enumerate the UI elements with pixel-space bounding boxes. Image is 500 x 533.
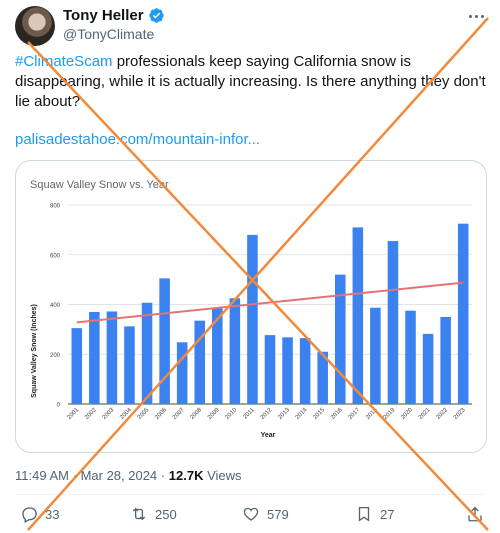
bar-2002 bbox=[89, 311, 100, 404]
bar-2009 bbox=[212, 308, 223, 404]
x-tick-label: 2003 bbox=[102, 407, 116, 421]
share-button[interactable] bbox=[466, 505, 484, 523]
tweet-meta: 11:49 AM · Mar 28, 2024 · 12.7K Views bbox=[15, 468, 242, 483]
repost-button[interactable]: 250 bbox=[130, 505, 177, 523]
repost-count: 250 bbox=[155, 506, 177, 522]
avatar[interactable] bbox=[15, 6, 55, 46]
x-axis-label: Year bbox=[261, 432, 276, 439]
bar-2012 bbox=[264, 335, 276, 404]
x-tick-label: 2020 bbox=[400, 407, 414, 421]
tweet-time[interactable]: 11:49 AM bbox=[15, 468, 69, 483]
y-tick-label: 800 bbox=[50, 204, 61, 210]
reply-count: 33 bbox=[45, 506, 60, 522]
x-tick-label: 2001 bbox=[67, 407, 81, 421]
x-tick-label: 2011 bbox=[242, 407, 256, 421]
name-row: Tony Heller bbox=[63, 7, 165, 24]
media-image[interactable]: Squaw Valley Snow vs. Year 0 200 400 600 800… bbox=[15, 160, 487, 453]
x-tick-label: 2014 bbox=[295, 407, 309, 421]
heart-icon bbox=[243, 507, 259, 521]
divider bbox=[15, 494, 485, 495]
x-tick-label: 2010 bbox=[225, 407, 239, 421]
hashtag-link[interactable]: #ClimateScam bbox=[15, 53, 113, 70]
like-count: 579 bbox=[267, 506, 289, 522]
more-options-icon[interactable] bbox=[466, 8, 486, 24]
meta-separator-2: · bbox=[160, 468, 166, 483]
views-label: Views bbox=[207, 468, 242, 483]
repost-icon bbox=[132, 507, 146, 521]
bar-2011 bbox=[247, 234, 258, 404]
verified-badge-icon bbox=[148, 8, 164, 23]
x-tick-label: 2017 bbox=[348, 407, 362, 421]
x-tick-label: 2009 bbox=[207, 407, 221, 421]
y-tick-label: 400 bbox=[50, 303, 61, 309]
x-tick-label: 2022 bbox=[435, 407, 449, 421]
reply-icon bbox=[22, 507, 37, 523]
y-tick-label: 600 bbox=[50, 253, 61, 259]
bar-chart: Squaw Valley Snow vs. Year 0 200 400 600 800… bbox=[30, 179, 472, 439]
reply-button[interactable]: 33 bbox=[20, 505, 59, 523]
tweet-text: #ClimateScam professionals keep saying C… bbox=[15, 52, 487, 112]
y-tick-label: 200 bbox=[50, 353, 61, 359]
bar-2014 bbox=[299, 338, 311, 404]
bar-2007 bbox=[176, 342, 188, 404]
bar-2022 bbox=[440, 316, 451, 404]
bar-2004 bbox=[124, 326, 135, 404]
x-tick-label: 2018 bbox=[365, 407, 379, 421]
bar-2015 bbox=[317, 351, 328, 404]
bar-2008 bbox=[194, 320, 206, 404]
x-tick-label: 2007 bbox=[172, 407, 186, 421]
bar-2003 bbox=[106, 311, 118, 404]
bar-2010 bbox=[229, 298, 241, 404]
x-tick-label: 2016 bbox=[330, 407, 344, 421]
bar-2020 bbox=[405, 310, 416, 404]
x-tick-label: 2015 bbox=[312, 407, 326, 421]
bookmark-count: 27 bbox=[380, 506, 395, 522]
bar-2019 bbox=[387, 241, 399, 404]
y-axis-label: Squaw Valley Snow (Inches) bbox=[31, 304, 38, 398]
bar-2006 bbox=[159, 278, 170, 404]
bar-2005 bbox=[141, 302, 153, 404]
action-bar: 33 250 579 27 bbox=[15, 505, 487, 531]
like-button[interactable]: 579 bbox=[242, 505, 289, 523]
x-tick-label: 2006 bbox=[154, 407, 168, 421]
x-tick-label: 2008 bbox=[189, 407, 203, 421]
meta-separator: · bbox=[72, 468, 77, 483]
x-tick-label: 2023 bbox=[453, 407, 467, 421]
bar-2017 bbox=[352, 227, 364, 404]
external-link[interactable]: palisadestahoe.com/mountain-infor... bbox=[15, 131, 261, 148]
handle[interactable]: @TonyClimate bbox=[63, 26, 155, 42]
bar-2023 bbox=[457, 223, 469, 404]
x-tick-label: 2019 bbox=[383, 407, 397, 421]
bar-2018 bbox=[370, 307, 381, 404]
y-tick-label: 0 bbox=[57, 403, 61, 409]
bar-2021 bbox=[422, 333, 434, 404]
bookmark-button[interactable]: 27 bbox=[355, 505, 394, 523]
bar-2001 bbox=[71, 328, 83, 404]
x-tick-label: 2004 bbox=[119, 407, 133, 421]
x-tick-label: 2005 bbox=[137, 407, 151, 421]
tweet-header: Tony Heller @TonyClimate bbox=[15, 4, 490, 46]
bookmark-icon bbox=[358, 506, 370, 522]
x-tick-label: 2002 bbox=[84, 407, 98, 421]
views-count: 12.7K bbox=[168, 468, 204, 483]
chart-title: Squaw Valley Snow vs. Year bbox=[30, 179, 169, 191]
x-tick-label: 2012 bbox=[260, 407, 274, 421]
x-tick-label: 2021 bbox=[418, 407, 432, 421]
bar-2013 bbox=[282, 337, 293, 404]
x-tick-label: 2013 bbox=[277, 407, 291, 421]
share-icon bbox=[468, 506, 482, 522]
display-name[interactable]: Tony Heller bbox=[63, 7, 144, 24]
tweet-date[interactable]: Mar 28, 2024 bbox=[80, 468, 158, 483]
